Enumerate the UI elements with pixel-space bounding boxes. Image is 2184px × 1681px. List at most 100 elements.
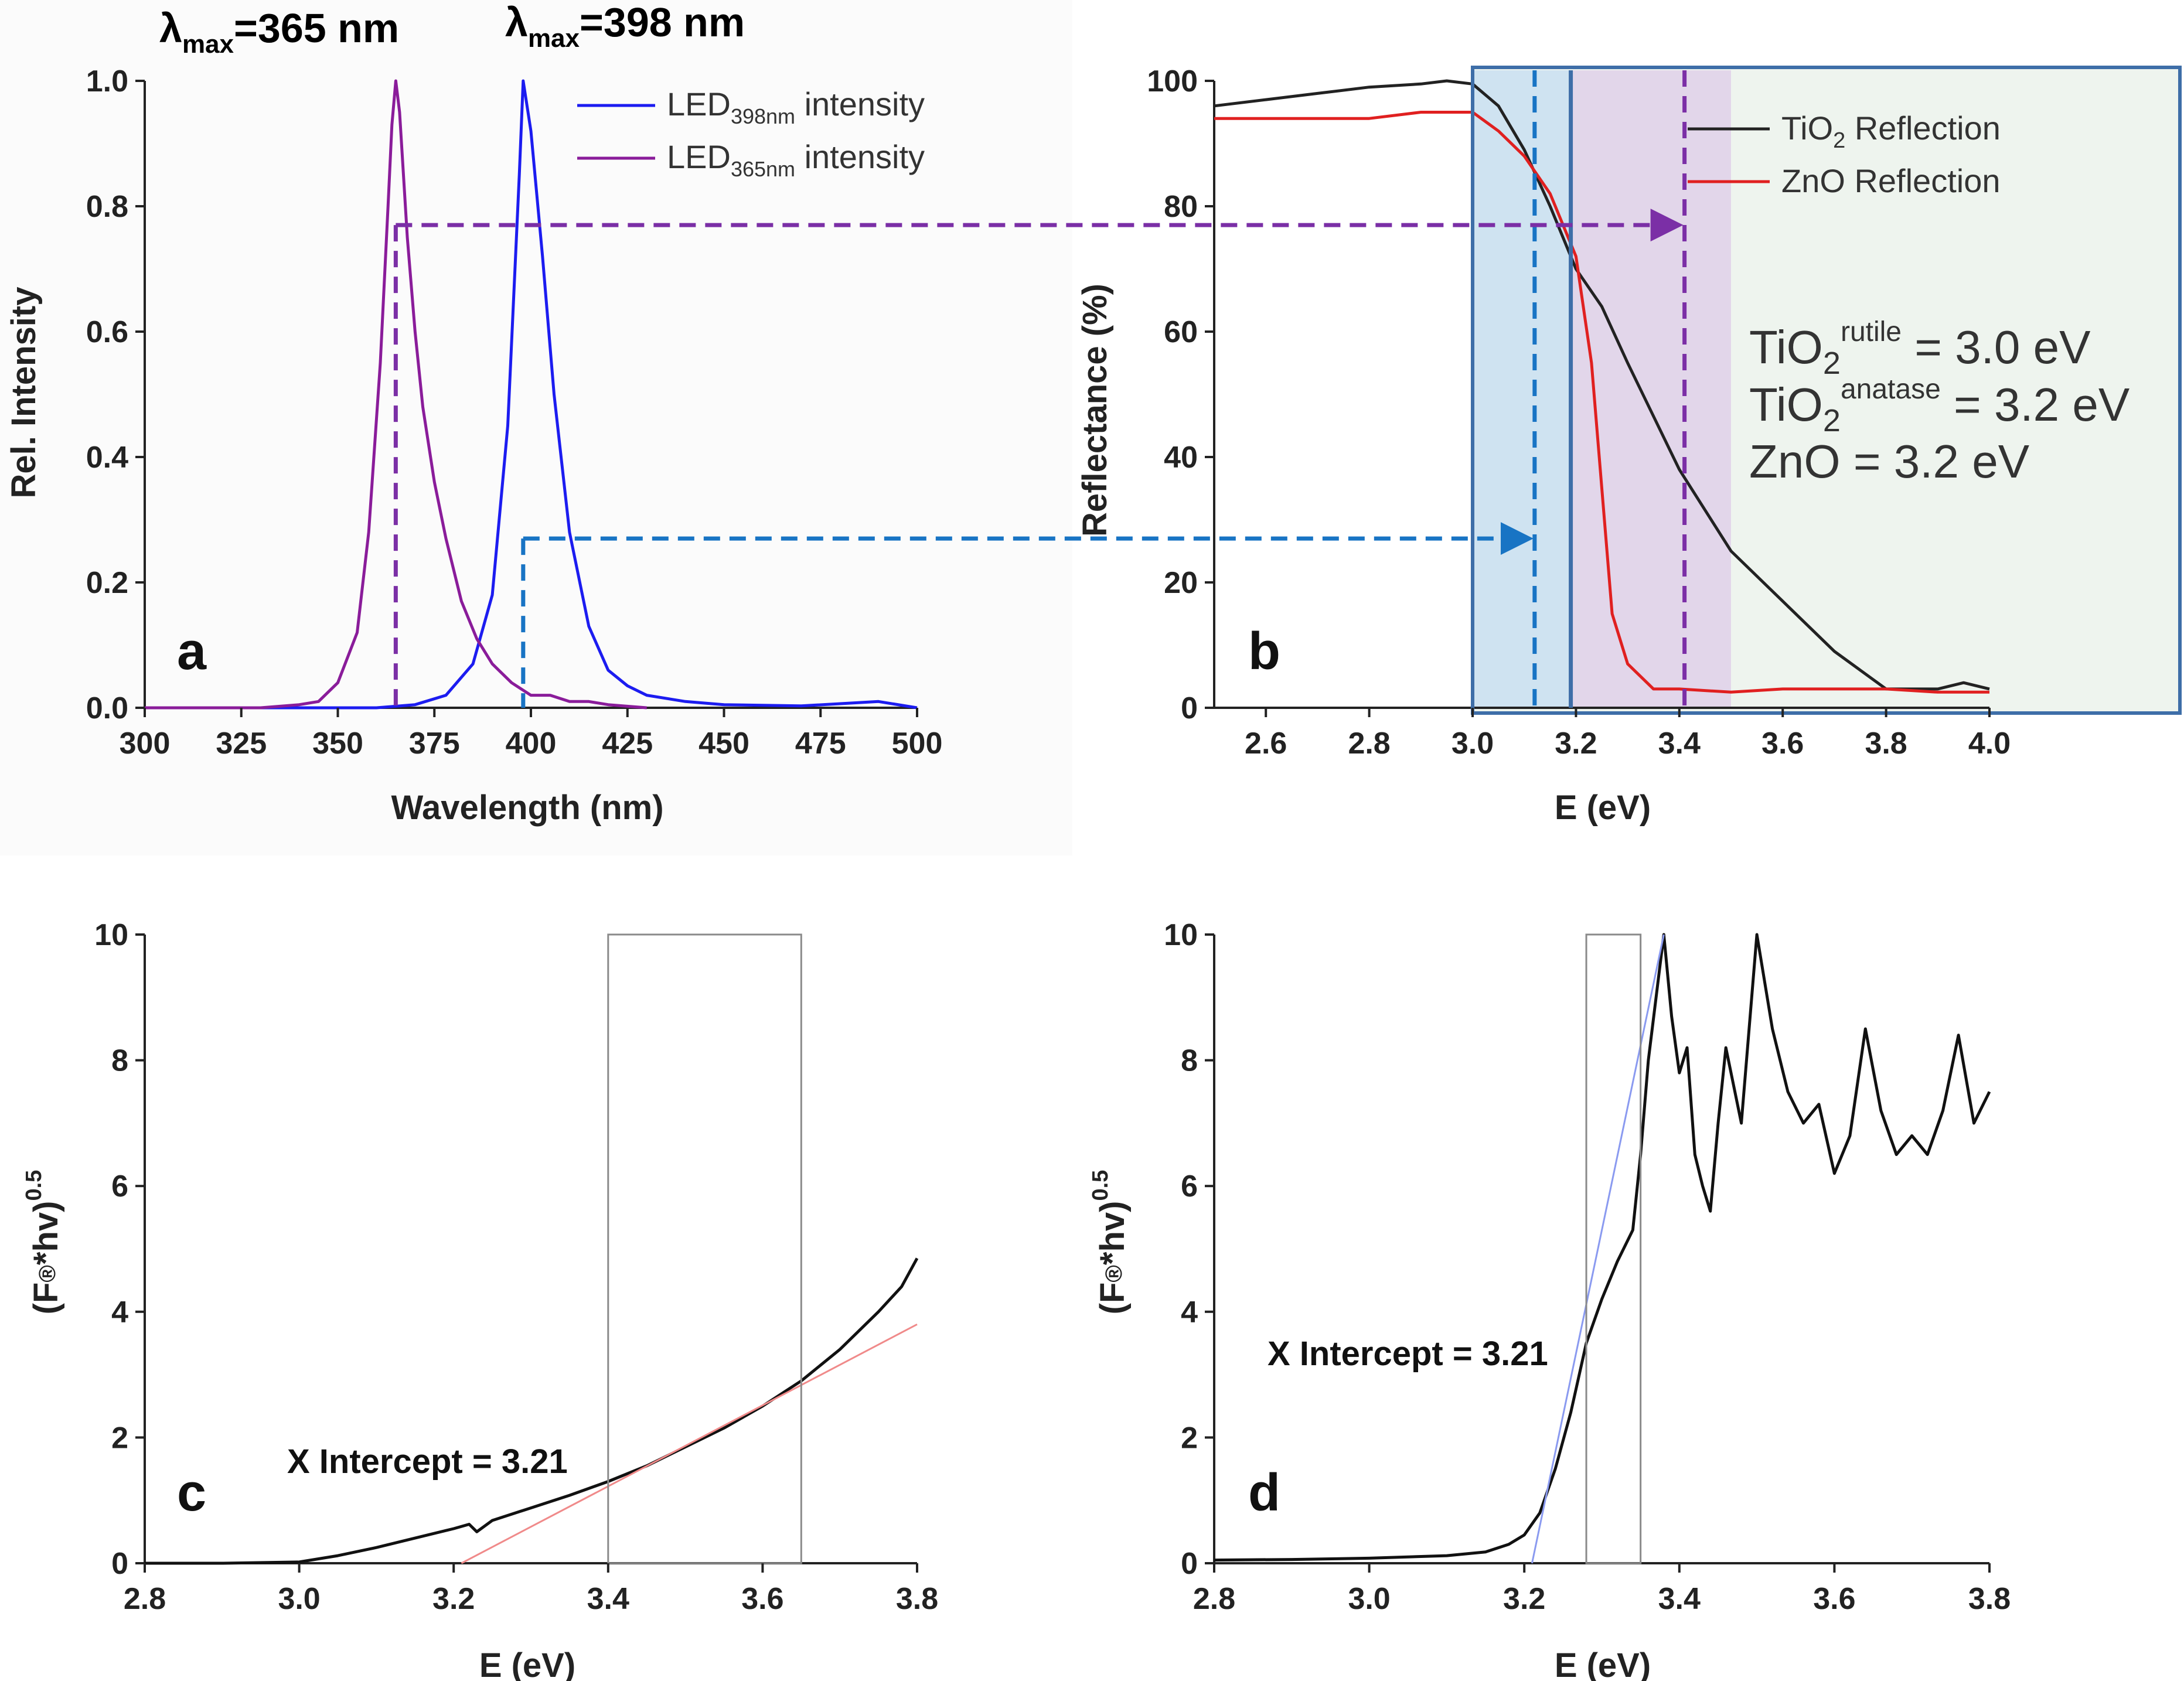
y-tick-label: 8 bbox=[1181, 1044, 1198, 1078]
panel-b-highlight-region bbox=[1473, 67, 2180, 713]
x-intercept-annotation-d: X Intercept = 3.21 bbox=[1268, 1335, 1548, 1373]
lambda-symbol: λ bbox=[505, 0, 528, 45]
x-tick-label: 3.6 bbox=[741, 1582, 783, 1616]
x-tick-label: 4.0 bbox=[1968, 727, 2011, 761]
y-tick-label: 40 bbox=[1164, 441, 1198, 475]
x-tick-label: 3.4 bbox=[1658, 1582, 1701, 1616]
lambda-max-398-label: λmax=398 nm bbox=[505, 0, 745, 53]
series-line-d-1 bbox=[1531, 934, 1665, 1564]
fit-window-d bbox=[1585, 933, 1642, 1564]
lambda-subscript: max bbox=[182, 30, 234, 59]
x-axis-label-d: E (eV) bbox=[1555, 1646, 1651, 1681]
energy-band-1 bbox=[1570, 70, 1731, 708]
y-tick-label: 100 bbox=[1147, 64, 1198, 98]
x-tick-label: 3.8 bbox=[896, 1582, 938, 1616]
x-tick-label: 3.0 bbox=[278, 1582, 320, 1616]
y-tick-label: 0.8 bbox=[86, 190, 128, 224]
energy-band-0 bbox=[1473, 70, 1571, 708]
panel-letter-c: c bbox=[177, 1464, 206, 1522]
y-axis-label-c: (F®*hv)0.5 bbox=[22, 1170, 65, 1315]
x-axis-label-a: Wavelength (nm) bbox=[391, 789, 663, 827]
y-tick-label: 0.4 bbox=[86, 441, 128, 475]
series-line-a-1 bbox=[145, 79, 647, 710]
x-tick-label: 3.6 bbox=[1813, 1582, 1855, 1616]
y-tick-label: 6 bbox=[1181, 1169, 1198, 1203]
x-tick-label: 300 bbox=[120, 727, 171, 761]
panel-a-background bbox=[0, 0, 1072, 855]
x-axis-label-c: E (eV) bbox=[479, 1646, 575, 1681]
y-tick-label: 20 bbox=[1164, 566, 1198, 600]
band-gap-rutile: TiO2rutile = 3.0 eV bbox=[1749, 316, 2091, 381]
y-tick-label: 1.0 bbox=[86, 64, 128, 98]
y-tick-label: 0 bbox=[1181, 1547, 1198, 1581]
x-tick-label: 425 bbox=[602, 727, 653, 761]
band-gap-zno: ZnO = 3.2 eV bbox=[1749, 435, 2030, 487]
fit-window-c bbox=[607, 933, 802, 1564]
x-intercept-annotation-c: X Intercept = 3.21 bbox=[287, 1443, 568, 1481]
x-tick-label: 3.2 bbox=[1503, 1582, 1545, 1616]
series-layer bbox=[145, 79, 1991, 1565]
y-tick-label: 0.2 bbox=[86, 566, 128, 600]
y-tick-label: 0.0 bbox=[86, 691, 128, 725]
series-line-c-1 bbox=[461, 1323, 918, 1564]
x-tick-label: 475 bbox=[795, 727, 846, 761]
y-tick-label: 2 bbox=[1181, 1421, 1198, 1455]
lambda-max-365-label: λmax=365 nm bbox=[159, 5, 399, 59]
lambda-value: =398 nm bbox=[580, 0, 745, 45]
y-axis-label-a: Rel. Intensity bbox=[5, 287, 43, 499]
x-axis-label-b: E (eV) bbox=[1555, 789, 1651, 827]
y-tick-label: 10 bbox=[94, 918, 128, 952]
x-tick-label: 325 bbox=[216, 727, 267, 761]
series-line-c-0 bbox=[145, 1257, 919, 1565]
x-tick-label: 2.6 bbox=[1245, 727, 1287, 761]
series-line-d-0 bbox=[1214, 933, 1991, 1562]
legend-label-tio2: TiO2 Reflection bbox=[1781, 110, 2001, 153]
lambda-subscript: max bbox=[528, 24, 580, 53]
y-tick-label: 0.6 bbox=[86, 315, 128, 349]
x-tick-label: 3.4 bbox=[587, 1582, 629, 1616]
y-tick-label: 4 bbox=[111, 1295, 128, 1329]
x-tick-label: 3.6 bbox=[1761, 727, 1804, 761]
panel-letter-a: a bbox=[177, 622, 207, 681]
x-tick-label: 3.2 bbox=[1555, 727, 1597, 761]
y-tick-label: 4 bbox=[1181, 1295, 1198, 1329]
y-tick-label: 80 bbox=[1164, 190, 1198, 224]
x-tick-label: 3.2 bbox=[432, 1582, 475, 1616]
lambda-symbol: λ bbox=[159, 5, 182, 51]
x-tick-label: 400 bbox=[506, 727, 557, 761]
x-tick-label: 3.0 bbox=[1348, 1582, 1390, 1616]
y-tick-label: 60 bbox=[1164, 315, 1198, 349]
x-tick-label: 500 bbox=[892, 727, 943, 761]
y-tick-label: 10 bbox=[1164, 918, 1198, 952]
x-tick-label: 2.8 bbox=[1348, 727, 1390, 761]
y-tick-label: 8 bbox=[111, 1044, 128, 1078]
legend-label-zno: ZnO Reflection bbox=[1781, 162, 2001, 199]
panel-letter-b: b bbox=[1248, 622, 1280, 681]
x-tick-label: 375 bbox=[409, 727, 460, 761]
marker-layer bbox=[393, 66, 2182, 1564]
band-gap-anatase: TiO2anatase = 3.2 eV bbox=[1749, 374, 2130, 438]
x-tick-label: 3.8 bbox=[1968, 1582, 2011, 1616]
x-tick-label: 3.0 bbox=[1452, 727, 1494, 761]
x-tick-label: 2.8 bbox=[1193, 1582, 1235, 1616]
panel-letter-d: d bbox=[1248, 1464, 1280, 1522]
highlight-box-frame bbox=[1471, 66, 2182, 715]
series-line-a-0 bbox=[145, 79, 918, 710]
x-tick-label: 450 bbox=[699, 727, 749, 761]
x-tick-label: 2.8 bbox=[124, 1582, 166, 1616]
y-tick-label: 0 bbox=[111, 1547, 128, 1581]
y-axis-label-b: Reflectance (%) bbox=[1076, 284, 1114, 537]
series-line-b-1 bbox=[1214, 111, 1989, 694]
y-tick-label: 0 bbox=[1181, 691, 1198, 725]
tick-layer: 300 325 350 375 400 425 450 475 5000.00.20.40.60… bbox=[86, 64, 2011, 1616]
y-tick-label: 6 bbox=[111, 1169, 128, 1203]
legend-label-led398: LED398nm intensity bbox=[667, 86, 925, 128]
legend-label-led365: LED365nm intensity bbox=[667, 138, 925, 181]
x-tick-label: 3.4 bbox=[1658, 727, 1701, 761]
x-tick-label: 350 bbox=[312, 727, 363, 761]
lambda-value: =365 nm bbox=[234, 5, 399, 51]
y-axis-label-d: (F®*hv)0.5 bbox=[1088, 1170, 1132, 1315]
x-tick-label: 3.8 bbox=[1865, 727, 1907, 761]
y-tick-label: 2 bbox=[111, 1421, 128, 1455]
